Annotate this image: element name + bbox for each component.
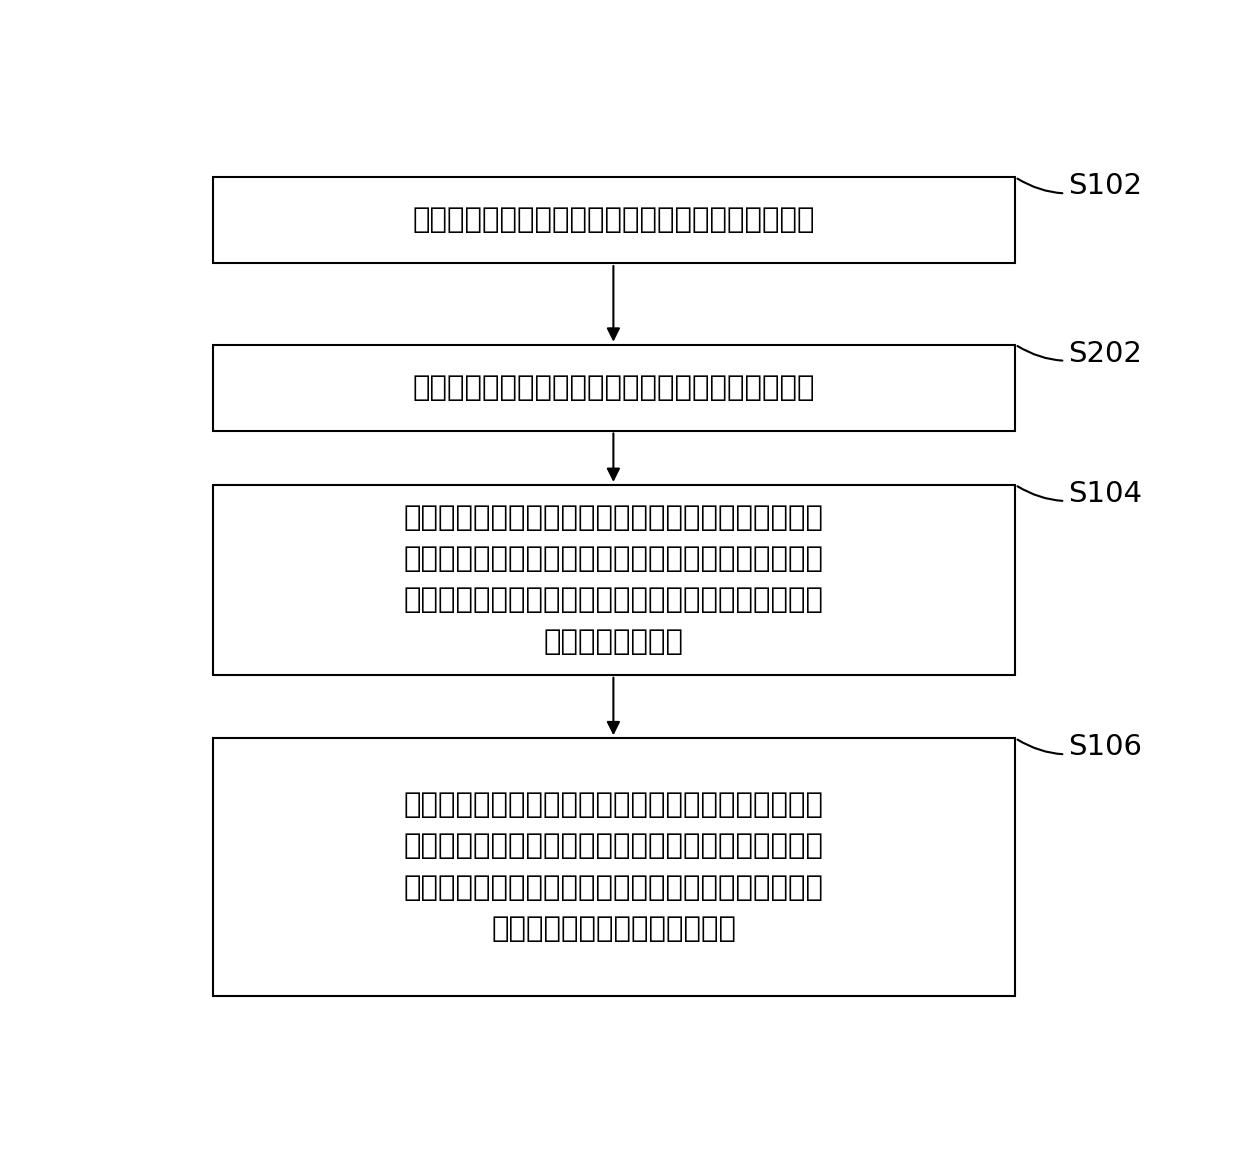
Text: S202: S202 [1018,340,1142,368]
Bar [213,738,1016,996]
Text: S104: S104 [1018,479,1142,508]
Text: 根据所述被测试对象在看到预设的多张图像时的眼动数
据以及预设的基于深度神经网络算法训练生成的相关性
分析模型分别确定所述被测试对象与所述预设的多张图
像之间的相: 根据所述被测试对象在看到预设的多张图像时的眼动数 据以及预设的基于深度神经网络算… [404,504,823,656]
Bar [213,344,1016,430]
Text: 获取被测试对象在看到预设的组合图像时的眼动数据: 获取被测试对象在看到预设的组合图像时的眼动数据 [413,374,815,402]
Bar [213,177,1016,263]
Text: 根据分别确定的所述被测试对象与所述预设的多张图像
之间的相关概率以及所述预设的多张图像与案件之间的
相关性，按照预设的案件相关性确定规则确定所述被测
试对象与所: 根据分别确定的所述被测试对象与所述预设的多张图像 之间的相关概率以及所述预设的多… [404,791,823,942]
Text: S106: S106 [1018,733,1142,761]
Text: 获取被测试对象在看到预设的多张图像时的眼动数据: 获取被测试对象在看到预设的多张图像时的眼动数据 [413,206,815,234]
Bar [213,485,1016,674]
Text: S102: S102 [1018,173,1142,200]
